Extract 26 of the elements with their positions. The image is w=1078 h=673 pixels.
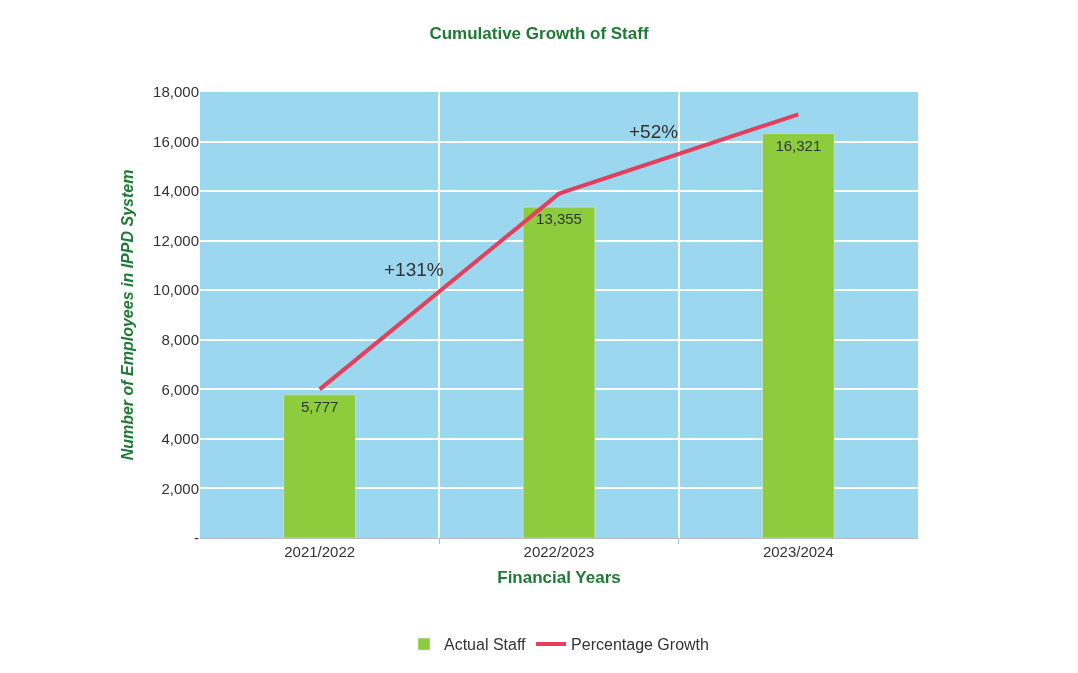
data-label: 5,777 bbox=[300, 397, 339, 415]
y-tick-label: 14,000 bbox=[153, 182, 199, 200]
x-tick-label: 2023/2024 bbox=[762, 543, 834, 560]
chart-title: Cumulative Growth of Staff bbox=[429, 23, 649, 43]
y-tick-label: - bbox=[194, 529, 199, 547]
legend-label: Percentage Growth bbox=[571, 636, 709, 654]
data-label: 16,321 bbox=[775, 136, 822, 154]
y-tick-label: 8,000 bbox=[161, 331, 199, 349]
y-tick-label: 10,000 bbox=[153, 281, 199, 299]
bar bbox=[762, 133, 835, 538]
data-label: 13,355 bbox=[536, 210, 582, 228]
bar bbox=[522, 206, 596, 538]
y-tick-label: 6,000 bbox=[161, 380, 199, 398]
legend-label: Actual Staff bbox=[444, 636, 527, 654]
y-tick-label: 12,000 bbox=[153, 231, 199, 249]
y-tick-label: 18,000 bbox=[153, 83, 199, 101]
x-tick-label: 2021/2022 bbox=[284, 543, 356, 560]
bar bbox=[283, 394, 356, 538]
y-tick-label: 2,000 bbox=[161, 479, 199, 497]
x-axis-title: Financial Years bbox=[497, 568, 621, 588]
y-tick-label: 16,000 bbox=[153, 132, 199, 150]
annotation: +131% bbox=[384, 259, 444, 280]
y-axis-title: Number of Employees in IPPD System bbox=[119, 169, 137, 461]
y-tick-label: 4,000 bbox=[161, 430, 199, 448]
annotation: +52% bbox=[629, 121, 679, 142]
x-tick-label: 2022/2023 bbox=[523, 543, 595, 560]
